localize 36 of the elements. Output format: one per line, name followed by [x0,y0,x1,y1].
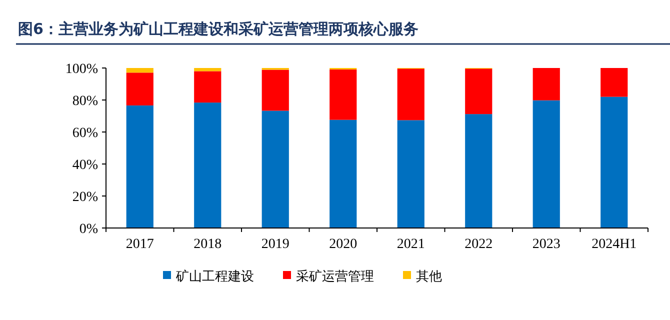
x-tick-label: 2019 [261,237,290,252]
bar [532,100,560,228]
x-tick-label: 2024H1 [592,237,637,252]
legend-label: 矿山工程建设 [175,270,254,285]
bar [532,68,560,100]
bar [126,68,154,73]
bar [600,96,628,228]
x-tick-label: 2020 [329,237,358,252]
legend-label: 其他 [416,270,442,285]
chart-title: 图6：主营业务为矿山工程建设和采矿运营管理两项核心服务 [18,20,418,38]
bar [330,69,357,120]
bar [126,72,154,106]
x-tick-label: 2018 [194,237,222,252]
bar [465,114,492,228]
bar [465,68,492,114]
bar [262,70,289,111]
y-tick-label: 60% [72,126,98,141]
y-tick-label: 0% [79,222,98,237]
x-tick-label: 2017 [126,237,154,252]
y-tick-label: 100% [65,62,98,77]
bar [330,120,357,228]
bar [397,68,424,120]
bar [262,110,289,228]
bar [194,68,222,72]
bar [126,105,154,228]
legend-label: 采矿运营管理 [296,270,374,285]
y-tick-label: 80% [72,94,98,109]
bar [397,120,424,228]
bar [600,68,628,97]
bar [194,71,222,103]
bar [194,102,222,228]
x-tick-label: 2022 [464,237,493,252]
x-tick-label: 2021 [396,237,425,252]
y-tick-label: 20% [72,190,98,205]
y-tick-label: 40% [72,158,98,173]
x-tick-label: 2023 [532,237,560,252]
